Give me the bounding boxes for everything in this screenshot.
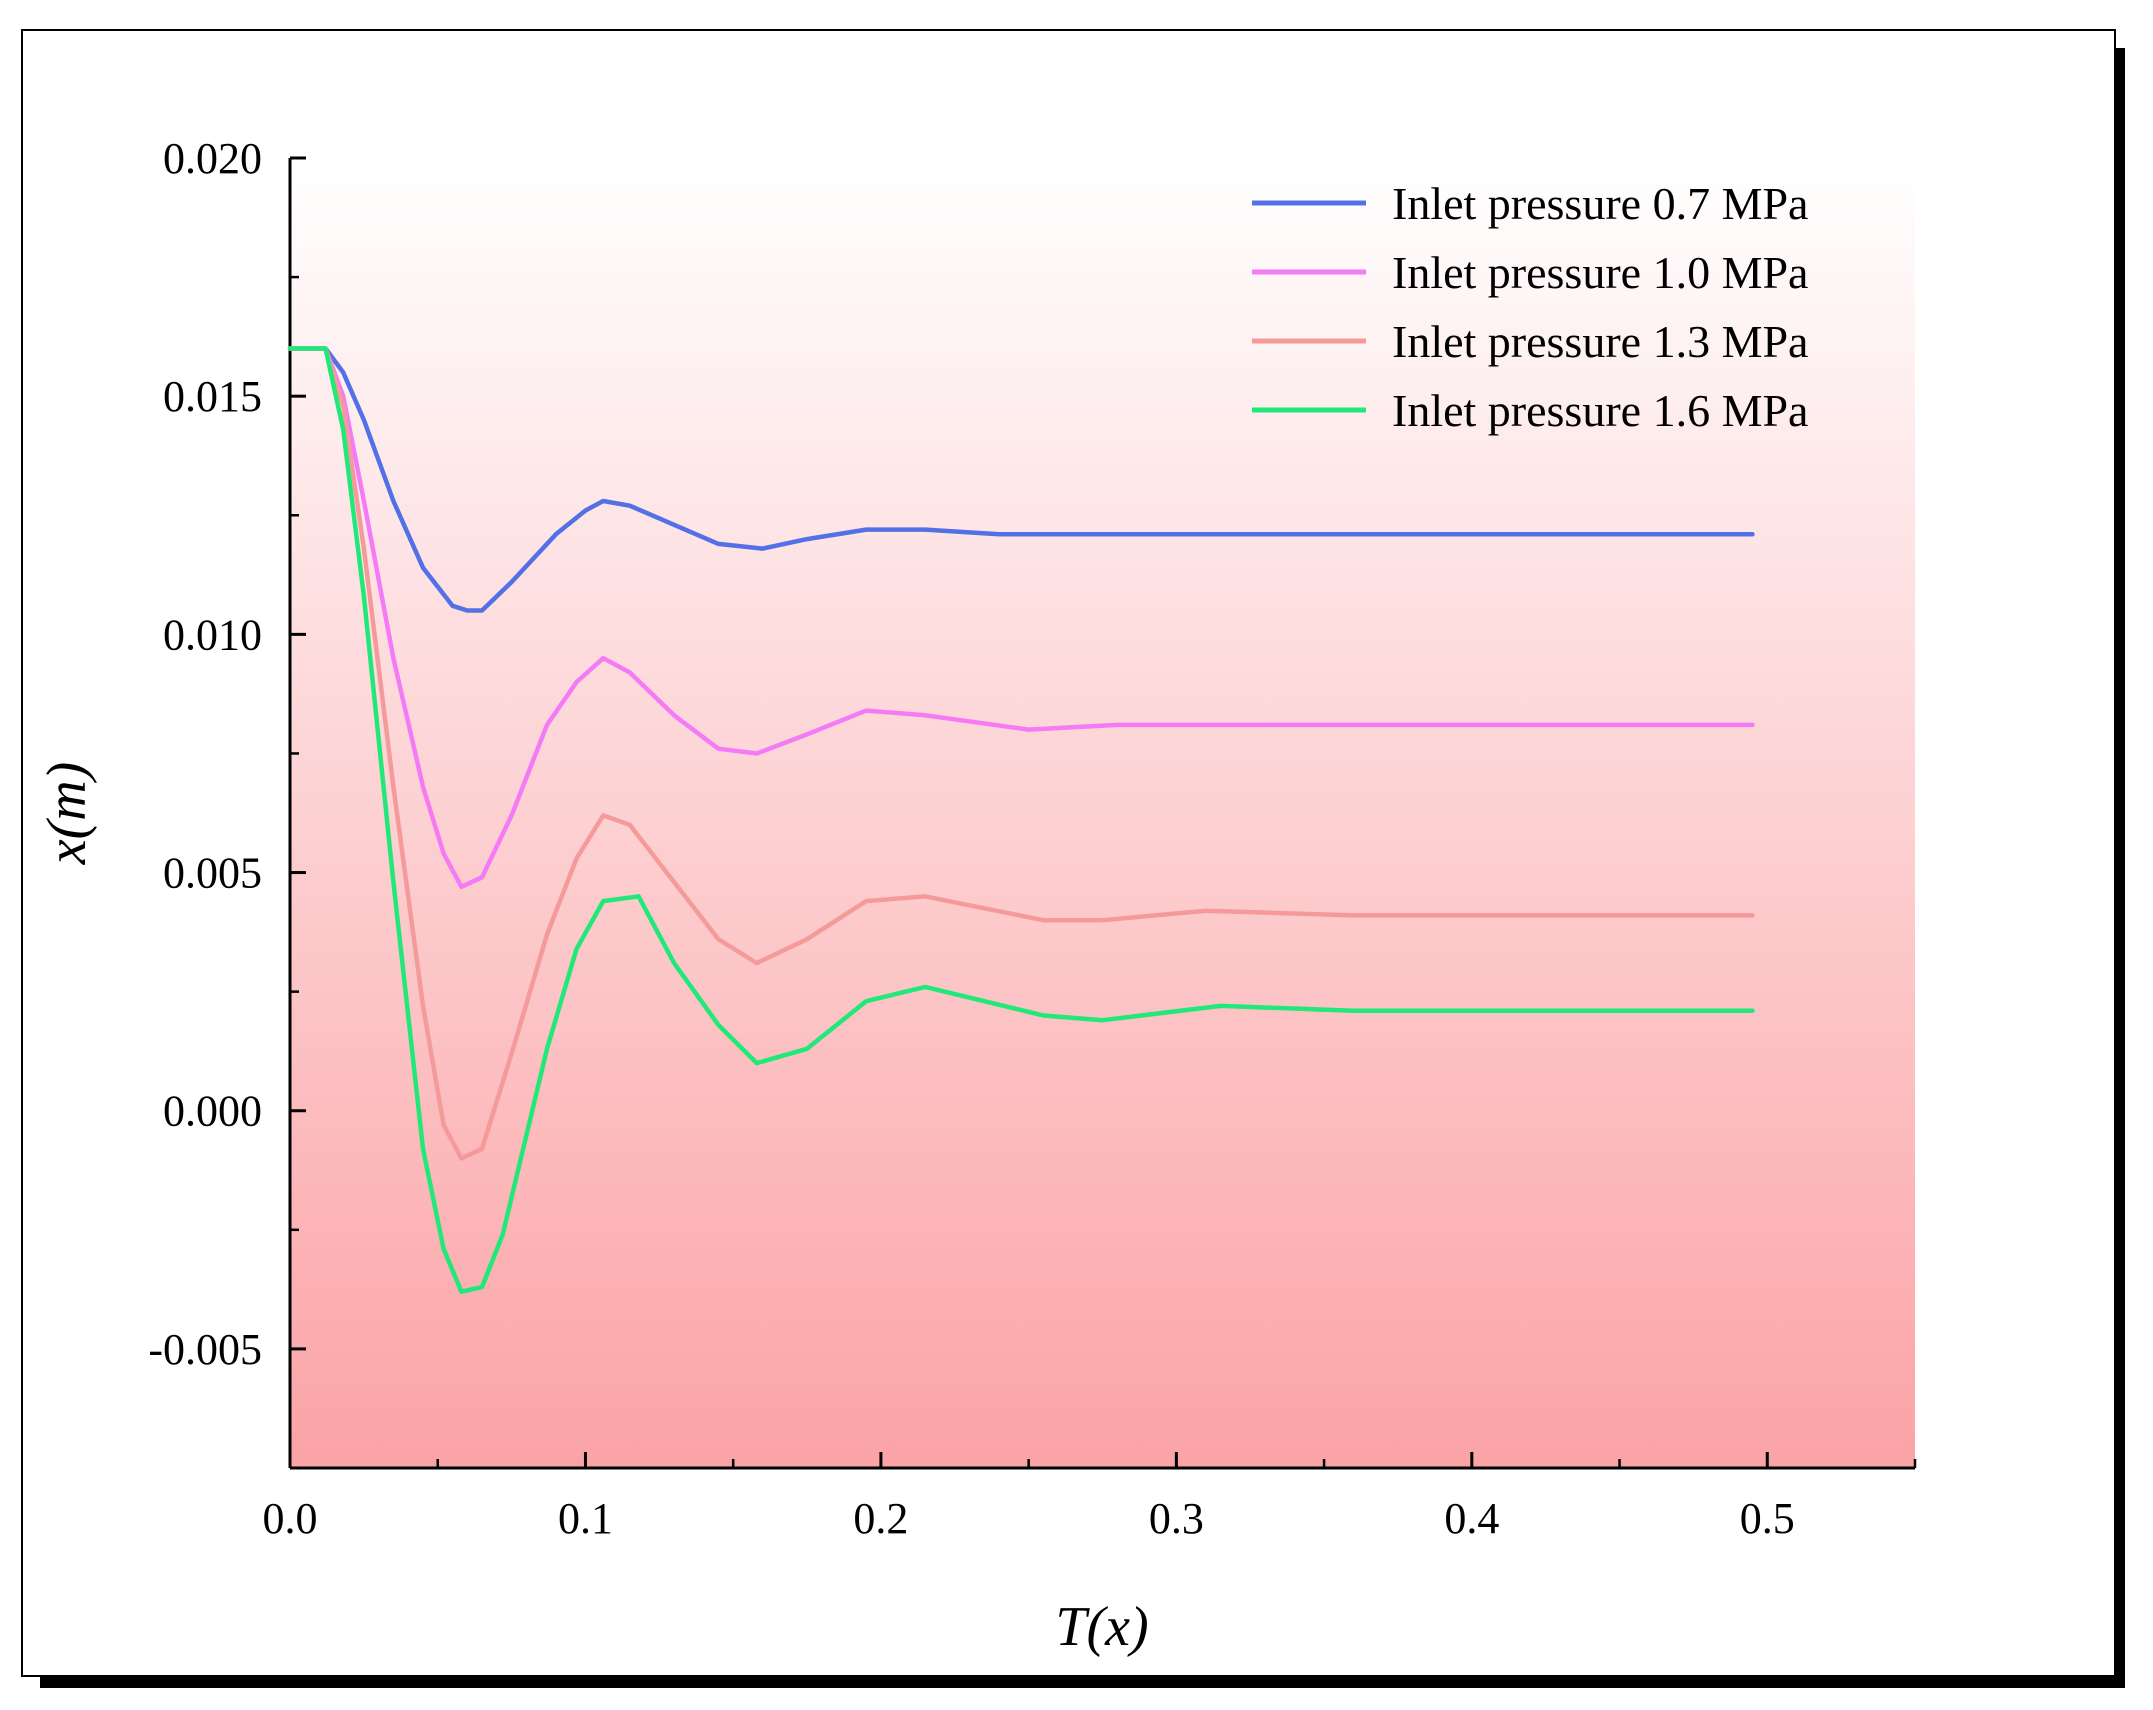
series-line-4 — [287, 346, 1755, 1294]
x-tick-label: 0.4 — [1444, 1494, 1499, 1543]
series-line-3 — [287, 346, 1755, 1161]
y-tick-label: 0.005 — [163, 849, 262, 898]
x-axis-title: T(x) — [1055, 1596, 1148, 1658]
x-tick-label: 0.3 — [1149, 1494, 1204, 1543]
series-line-1 — [287, 346, 1755, 613]
legend-label-1: Inlet pressure 0.7 MPa — [1392, 178, 1808, 229]
series-line-2 — [287, 346, 1755, 890]
y-tick-label: 0.010 — [163, 610, 262, 659]
x-tick-label: 0.5 — [1740, 1494, 1795, 1543]
y-tick-label: -0.005 — [148, 1325, 262, 1374]
legend-label-3: Inlet pressure 1.3 MPa — [1392, 316, 1808, 367]
legend-label-2: Inlet pressure 1.0 MPa — [1392, 247, 1808, 298]
y-axis-title: x(m) — [36, 762, 98, 866]
x-tick-label: 0.0 — [263, 1494, 318, 1543]
y-tick-label: 0.020 — [163, 134, 262, 183]
x-tick-label: 0.2 — [853, 1494, 908, 1543]
y-tick-label: 0.000 — [163, 1087, 262, 1136]
y-tick-label: 0.015 — [163, 372, 262, 421]
legend-label-4: Inlet pressure 1.6 MPa — [1392, 385, 1808, 436]
plot-area — [290, 158, 1915, 1468]
x-tick-label: 0.1 — [558, 1494, 613, 1543]
